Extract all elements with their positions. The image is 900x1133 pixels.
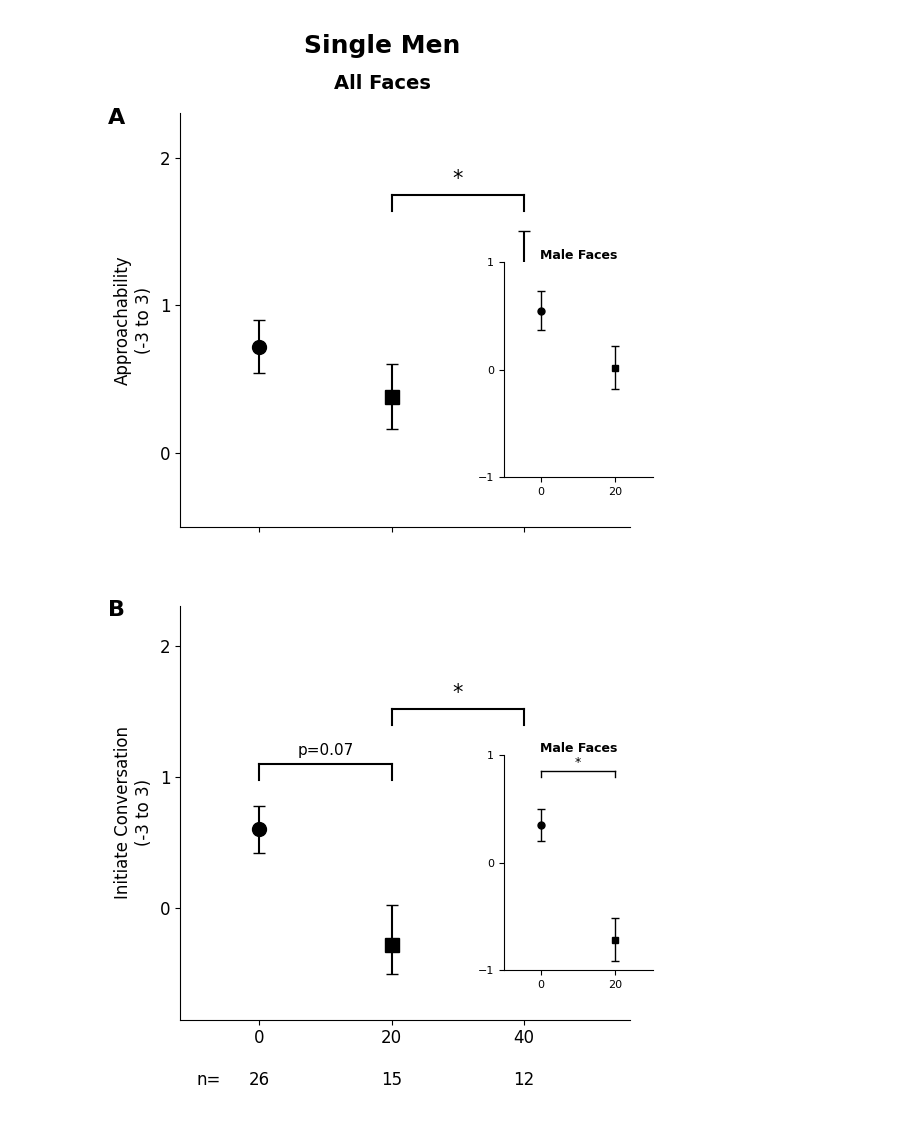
Text: 12: 12 (514, 1071, 535, 1089)
Text: *: * (453, 169, 464, 188)
Text: Single Men: Single Men (304, 34, 461, 58)
Title: Male Faces: Male Faces (540, 742, 617, 755)
Text: 26: 26 (248, 1071, 270, 1089)
Text: 15: 15 (382, 1071, 402, 1089)
Text: n=: n= (196, 1071, 220, 1089)
Text: p=0.07: p=0.07 (298, 743, 354, 758)
Text: All Faces: All Faces (334, 74, 431, 93)
Y-axis label: Initiate Conversation
(-3 to 3): Initiate Conversation (-3 to 3) (114, 726, 153, 900)
Y-axis label: Approachability
(-3 to 3): Approachability (-3 to 3) (114, 255, 153, 385)
Text: B: B (108, 600, 125, 621)
Text: A: A (108, 108, 125, 128)
Text: *: * (453, 683, 464, 704)
Title: Male Faces: Male Faces (540, 249, 617, 262)
Text: *: * (575, 756, 581, 769)
